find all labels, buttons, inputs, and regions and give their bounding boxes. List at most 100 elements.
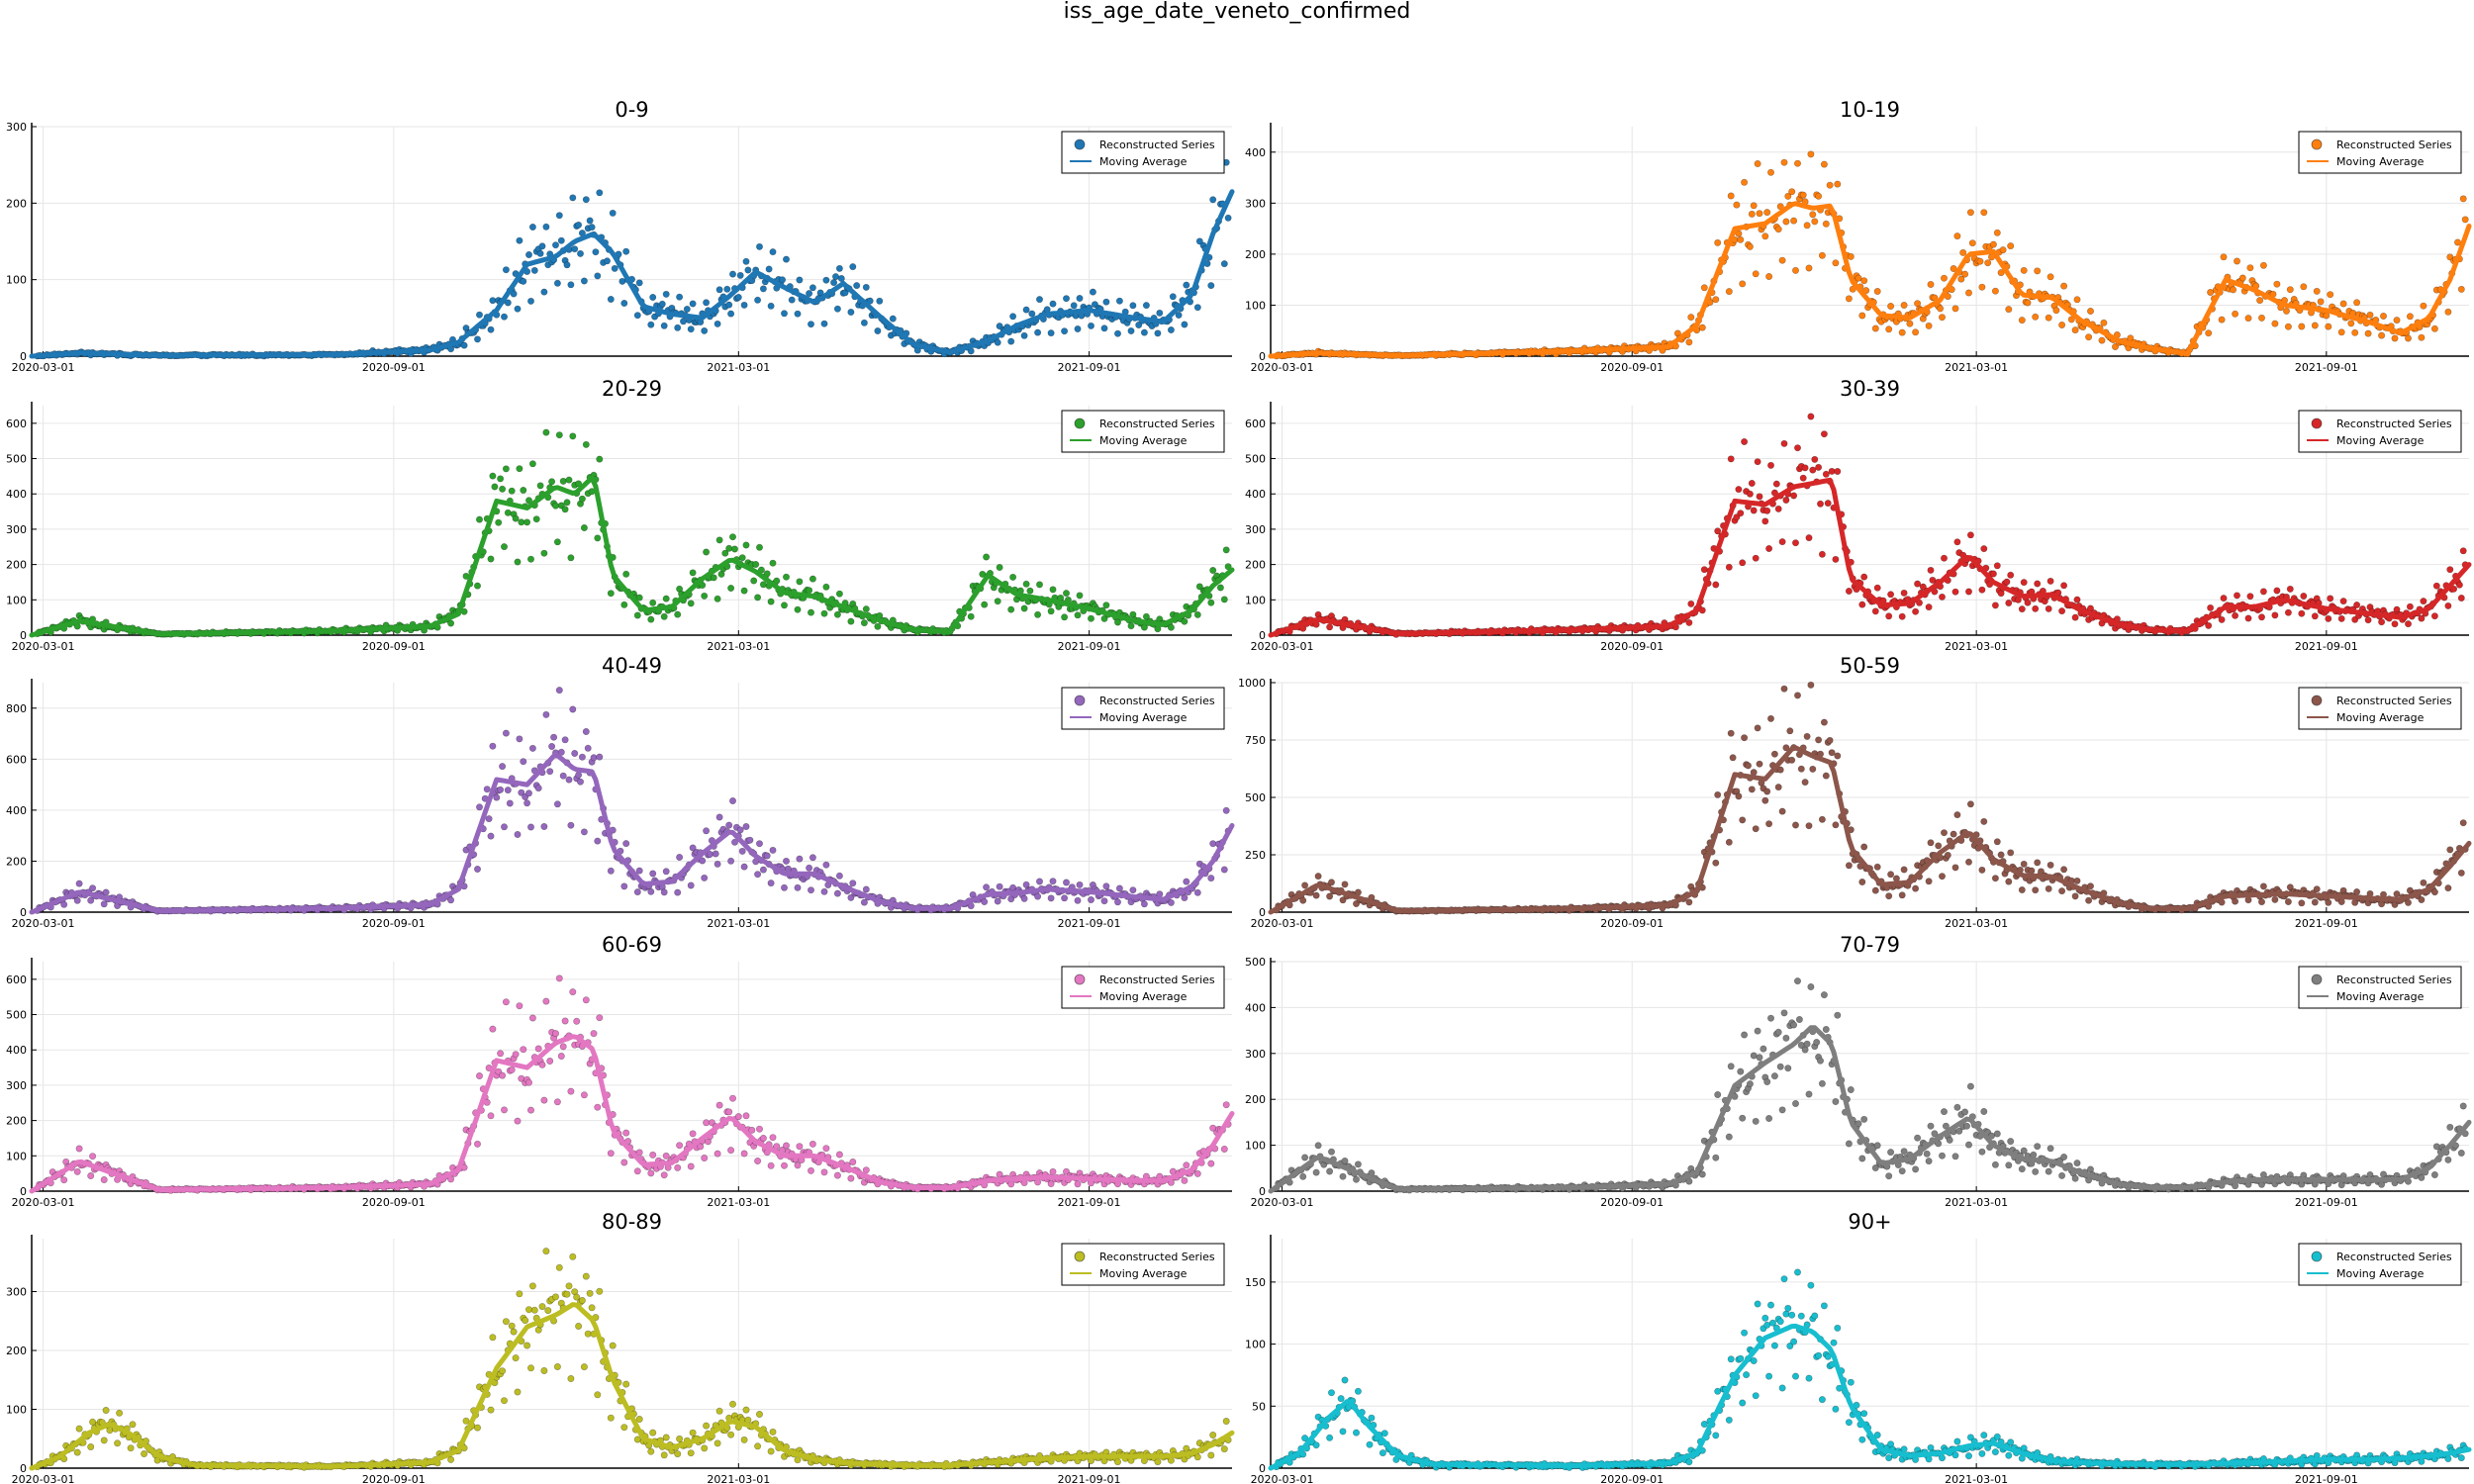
scatter-point bbox=[1737, 1067, 1745, 1075]
y-tick-label: 200 bbox=[6, 1115, 27, 1128]
scatter-point bbox=[75, 1145, 83, 1153]
scatter-point bbox=[622, 840, 630, 848]
scatter-point bbox=[687, 325, 695, 333]
scatter-point bbox=[1020, 604, 1028, 612]
scatter-point bbox=[1049, 878, 1057, 885]
scatter-point bbox=[2444, 308, 2452, 316]
scatter-point bbox=[2420, 598, 2427, 605]
scatter-point bbox=[2058, 607, 2066, 615]
x-tick-label: 2021-03-01 bbox=[707, 917, 770, 930]
scatter-point bbox=[1927, 566, 1935, 574]
scatter-point bbox=[1873, 863, 1881, 871]
scatter-point bbox=[1794, 977, 1802, 985]
y-tick-label: 200 bbox=[1245, 1093, 1266, 1106]
scatter-point bbox=[559, 772, 567, 780]
scatter-point bbox=[1022, 580, 1030, 588]
legend-label-scatter: Reconstructed Series bbox=[1099, 417, 1215, 430]
scatter-point bbox=[2455, 581, 2463, 589]
scatter-point bbox=[649, 599, 657, 606]
scatter-point bbox=[1193, 888, 1201, 896]
scatter-point bbox=[703, 1119, 711, 1127]
scatter-point bbox=[1939, 873, 1947, 881]
y-tick-label: 300 bbox=[6, 523, 27, 536]
scatter-point bbox=[755, 1125, 763, 1133]
scatter-point bbox=[540, 288, 548, 296]
scatter-point bbox=[847, 308, 855, 316]
scatter-point bbox=[1855, 274, 1862, 282]
scatter-point bbox=[674, 324, 682, 331]
scatter-point bbox=[520, 758, 527, 766]
scatter-point bbox=[2032, 886, 2040, 894]
scatter-point bbox=[1714, 1091, 1722, 1099]
x-tick-label: 2020-03-01 bbox=[12, 917, 75, 930]
scatter-point bbox=[714, 595, 721, 603]
scatter-point bbox=[1193, 304, 1201, 312]
scatter-point bbox=[578, 495, 586, 503]
scatter-point bbox=[1195, 237, 1203, 245]
scatter-point bbox=[514, 305, 522, 313]
scatter-point bbox=[740, 587, 748, 595]
scatter-point bbox=[73, 1167, 81, 1175]
scatter-point bbox=[1805, 822, 1813, 830]
scatter-point bbox=[1115, 297, 1123, 305]
scatter-point bbox=[555, 974, 563, 982]
scatter-point bbox=[1792, 539, 1800, 547]
scatter-point bbox=[750, 577, 758, 585]
scatter-point bbox=[2020, 860, 2028, 868]
scatter-point bbox=[2058, 887, 2066, 895]
scatter-point bbox=[710, 574, 717, 582]
scatter-point bbox=[1809, 466, 1817, 474]
scatter-point bbox=[701, 592, 709, 600]
legend-marker-scatter bbox=[1074, 417, 1086, 429]
panel-title: 70-79 bbox=[1840, 933, 1900, 957]
x-tick-label: 2020-03-01 bbox=[12, 640, 75, 653]
scatter-point bbox=[1767, 461, 1775, 469]
y-tick-label: 300 bbox=[1245, 197, 1266, 210]
scatter-point bbox=[1326, 623, 1334, 631]
scatter-point bbox=[1727, 729, 1735, 737]
scatter-point bbox=[483, 786, 491, 793]
scatter-point bbox=[2444, 602, 2452, 609]
scatter-point bbox=[2380, 312, 2388, 320]
scatter-point bbox=[2205, 329, 2213, 337]
scatter-point bbox=[1898, 328, 1906, 336]
scatter-point bbox=[550, 733, 558, 741]
scatter-point bbox=[754, 871, 762, 879]
scatter-point bbox=[746, 836, 754, 844]
scatter-series bbox=[34, 687, 1232, 915]
scatter-point bbox=[794, 883, 802, 891]
scatter-point bbox=[620, 1159, 628, 1166]
scatter-point bbox=[2273, 280, 2281, 288]
scatter-point bbox=[1220, 596, 1228, 603]
scatter-point bbox=[2457, 285, 2465, 293]
scatter-point bbox=[1181, 617, 1189, 625]
scatter-point bbox=[755, 840, 763, 848]
scatter-point bbox=[2446, 566, 2454, 574]
scatter-point bbox=[715, 536, 723, 544]
scatter-point bbox=[1076, 881, 1084, 888]
scatter-point bbox=[573, 1017, 581, 1025]
scatter-point bbox=[1820, 718, 1828, 726]
scatter-point bbox=[1782, 496, 1790, 504]
scatter-point bbox=[2230, 286, 2237, 294]
legend-marker-scatter bbox=[2311, 139, 2323, 150]
scatter-point bbox=[767, 598, 775, 605]
scatter-point bbox=[504, 509, 512, 516]
scatter-point bbox=[1209, 196, 1217, 204]
scatter-point bbox=[712, 850, 719, 858]
scatter-point bbox=[1788, 188, 1796, 196]
scatter-point bbox=[1965, 588, 1973, 596]
scatter-point bbox=[1824, 500, 1832, 508]
scatter-point bbox=[759, 581, 767, 589]
legend-label-scatter: Reconstructed Series bbox=[1099, 695, 1215, 707]
scatter-point bbox=[2325, 614, 2332, 622]
scatter-point bbox=[580, 277, 588, 285]
scatter-point bbox=[447, 619, 455, 627]
scatter-point bbox=[528, 224, 536, 232]
scatter-point bbox=[1220, 260, 1228, 268]
